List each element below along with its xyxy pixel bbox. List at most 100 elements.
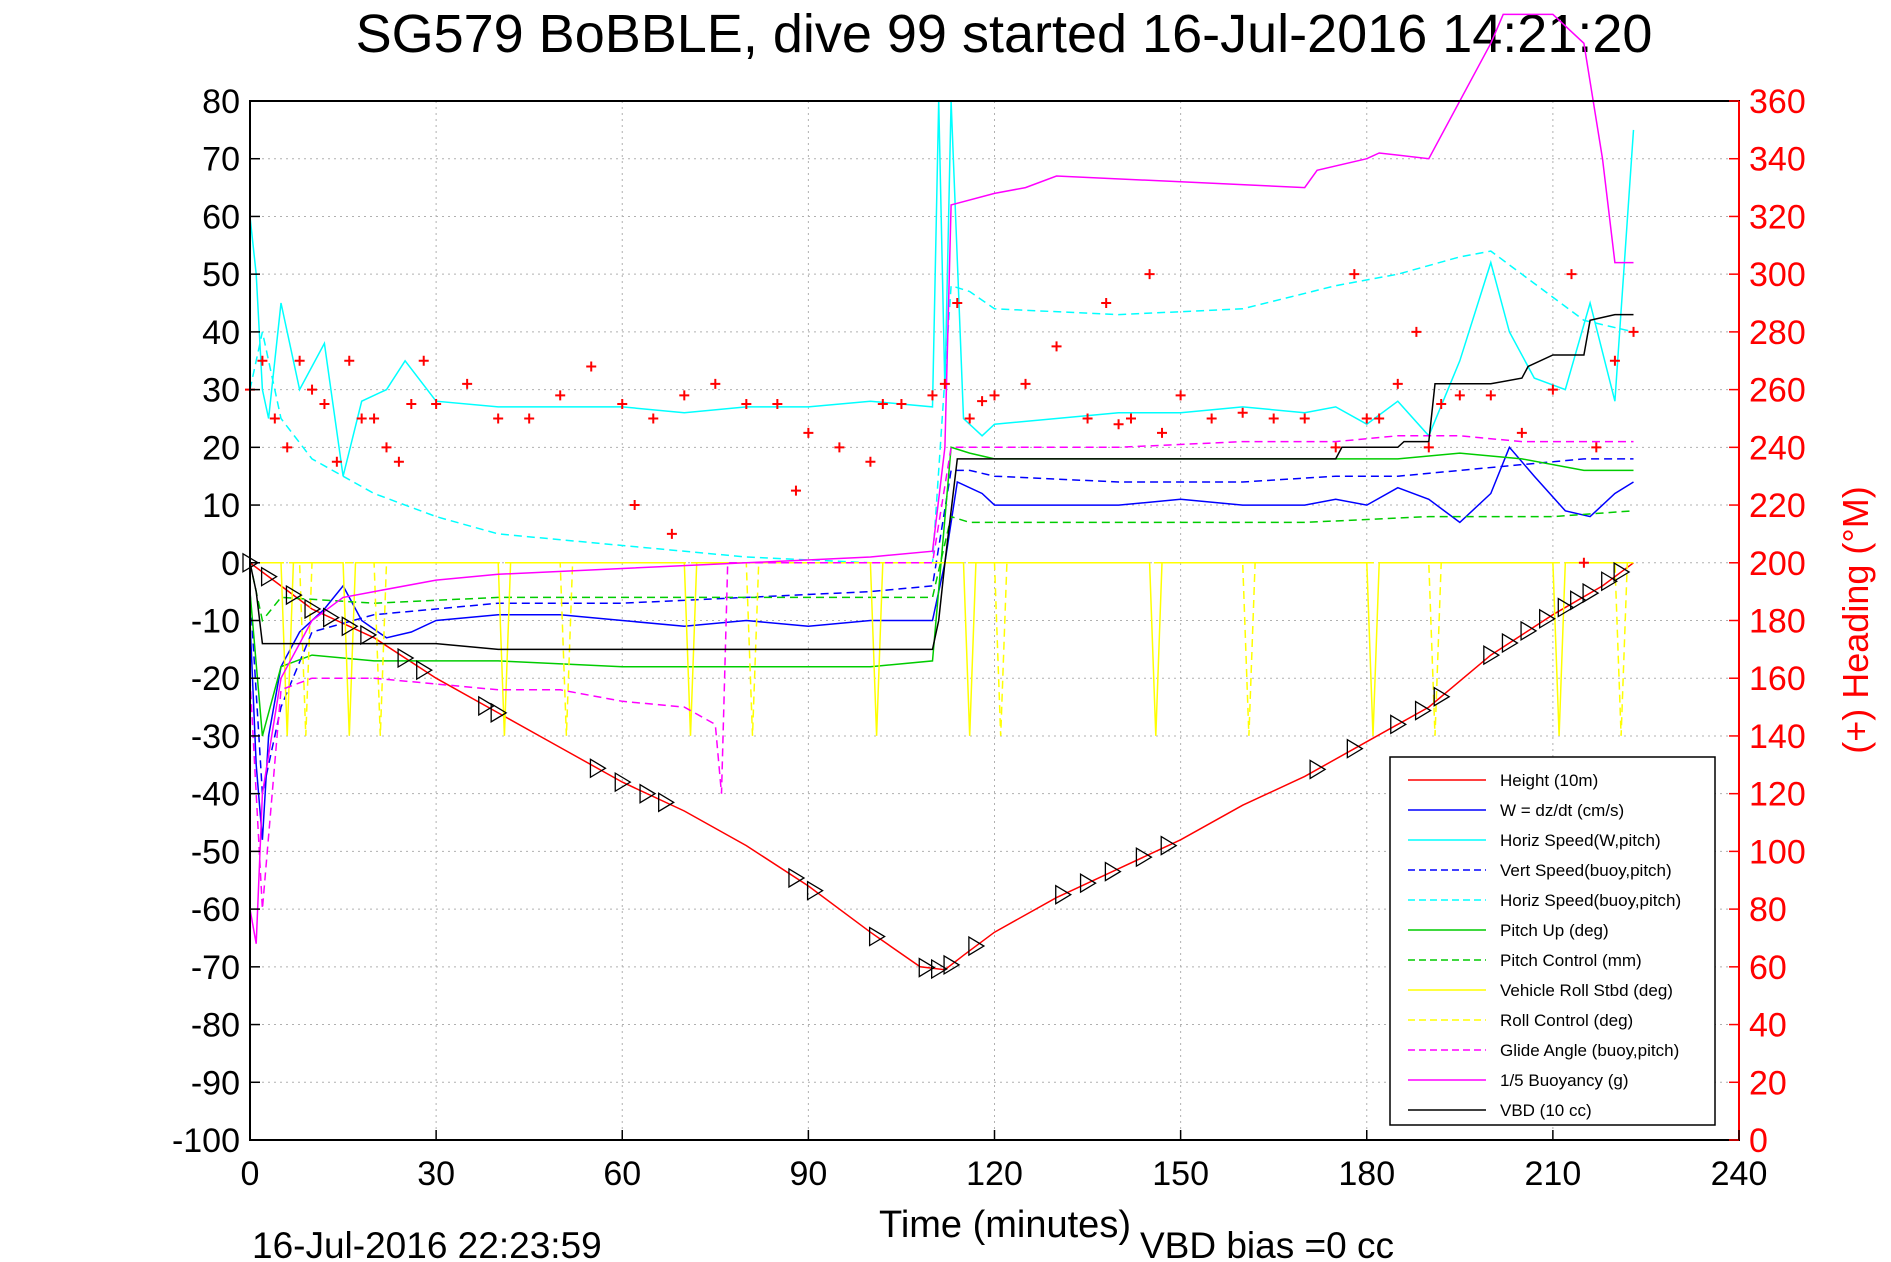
heading-point <box>1157 427 1168 438</box>
legend-label-2: Horiz Speed(W,pitch) <box>1500 831 1661 850</box>
right-tick-label: 280 <box>1749 314 1806 352</box>
right-tick-label: 240 <box>1749 429 1806 467</box>
series-line-11 <box>249 313 1634 651</box>
left-tick-label: 20 <box>202 429 240 467</box>
heading-point <box>381 442 392 453</box>
series-line-6 <box>249 510 1634 623</box>
triangle-marker <box>1557 597 1575 618</box>
right-tick-label: 300 <box>1749 256 1806 294</box>
legend-label-0: Height (10m) <box>1500 771 1598 790</box>
heading-point <box>1566 269 1577 280</box>
footer-vbd-bias: VBD bias =0 cc <box>1140 1225 1394 1262</box>
heading-point <box>393 456 404 467</box>
heading-point <box>666 528 677 539</box>
heading-point <box>1299 413 1310 424</box>
legend-label-7: Vehicle Roll Stbd (deg) <box>1500 981 1673 1000</box>
heading-point <box>1237 407 1248 418</box>
triangle-marker <box>1414 700 1432 721</box>
triangle-marker <box>478 695 496 717</box>
heading-point <box>1175 390 1186 401</box>
heading-point <box>406 399 417 410</box>
left-tick-label: 30 <box>202 372 240 410</box>
heading-point <box>1125 413 1136 424</box>
triangle-marker <box>416 659 433 681</box>
triangle-marker <box>806 880 824 901</box>
heading-point <box>418 355 429 366</box>
heading-point <box>1082 413 1093 424</box>
left-tick-label: -20 <box>191 660 240 698</box>
right-tick-label: 100 <box>1749 833 1806 871</box>
x-tick-label: 120 <box>966 1155 1023 1193</box>
heading-point <box>1392 378 1403 389</box>
right-tick-label: 320 <box>1749 198 1806 236</box>
heading-point <box>710 378 721 389</box>
heading-point <box>269 413 280 424</box>
right-tick-label: 120 <box>1749 776 1806 814</box>
triangle-marker <box>868 926 886 947</box>
heading-point <box>1485 390 1496 401</box>
triangle-marker <box>1346 738 1364 759</box>
heading-point <box>939 378 950 389</box>
heading-point <box>356 413 367 424</box>
left-axis-ticks: 80 70 60 50 40 30 20 10 0 -10 -20 -30 -40 -50 -60 -70 -8… <box>172 83 260 1160</box>
triangle-marker <box>360 624 378 646</box>
triangle-marker <box>1135 847 1153 868</box>
legend-label-1: W = dz/dt (cm/s) <box>1500 801 1624 820</box>
triangle-marker <box>1601 571 1618 592</box>
heading-point <box>524 413 535 424</box>
left-tick-label: -60 <box>191 891 240 929</box>
heading-point <box>834 442 845 453</box>
heading-point <box>896 399 907 410</box>
x-axis-label: Time (minutes) <box>879 1204 1131 1246</box>
triangle-marker <box>490 702 508 724</box>
triangle-markers <box>242 552 1631 980</box>
heading-point <box>1609 355 1620 366</box>
legend-label-3: Vert Speed(buoy,pitch) <box>1500 861 1672 880</box>
triangle-marker <box>918 957 936 978</box>
heading-point <box>1113 419 1124 430</box>
left-tick-label: 10 <box>202 487 240 525</box>
triangle-marker <box>1309 759 1327 780</box>
series-line-10 <box>249 13 1634 944</box>
legend-label-10: 1/5 Buoyancy (g) <box>1500 1071 1629 1090</box>
left-tick-label: -40 <box>191 776 240 814</box>
x-tick-label: 180 <box>1338 1155 1395 1193</box>
legend-label-5: Pitch Up (deg) <box>1500 921 1609 940</box>
right-tick-label: 0 <box>1749 1122 1768 1160</box>
heading-point <box>865 456 876 467</box>
triangle-marker <box>1079 872 1097 894</box>
left-tick-label: -10 <box>191 603 240 641</box>
triangle-marker <box>658 792 675 813</box>
heading-point <box>307 384 318 395</box>
heading-point <box>586 361 597 372</box>
series-layer <box>249 13 1635 971</box>
heading-point <box>1578 557 1589 568</box>
heading-series <box>245 269 1639 568</box>
triangle-marker <box>1582 582 1600 604</box>
triangle-marker <box>968 935 986 957</box>
legend-label-4: Horiz Speed(buoy,pitch) <box>1500 891 1681 910</box>
triangle-marker <box>788 867 806 889</box>
heading-point <box>282 442 293 453</box>
left-tick-label: 0 <box>221 545 240 583</box>
heading-point <box>1423 442 1434 453</box>
heading-point <box>877 399 888 410</box>
right-tick-label: 260 <box>1749 372 1806 410</box>
legend-label-9: Glide Angle (buoy,pitch) <box>1500 1041 1679 1060</box>
left-tick-label: 50 <box>202 256 240 294</box>
heading-point <box>462 378 473 389</box>
heading-point <box>555 390 566 401</box>
footer-timestamp: 16-Jul-2016 22:23:59 <box>252 1225 602 1262</box>
legend-box <box>1389 756 1716 1126</box>
triangle-marker <box>397 647 415 669</box>
x-tick-label: 60 <box>603 1155 641 1193</box>
heading-point <box>1516 427 1527 438</box>
right-tick-label: 180 <box>1749 603 1806 641</box>
triangle-marker <box>323 607 340 628</box>
heading-point <box>1591 442 1602 453</box>
heading-point <box>344 355 355 366</box>
right-tick-label: 340 <box>1749 141 1806 179</box>
right-tick-label: 140 <box>1749 718 1806 756</box>
triangle-marker <box>260 566 278 587</box>
